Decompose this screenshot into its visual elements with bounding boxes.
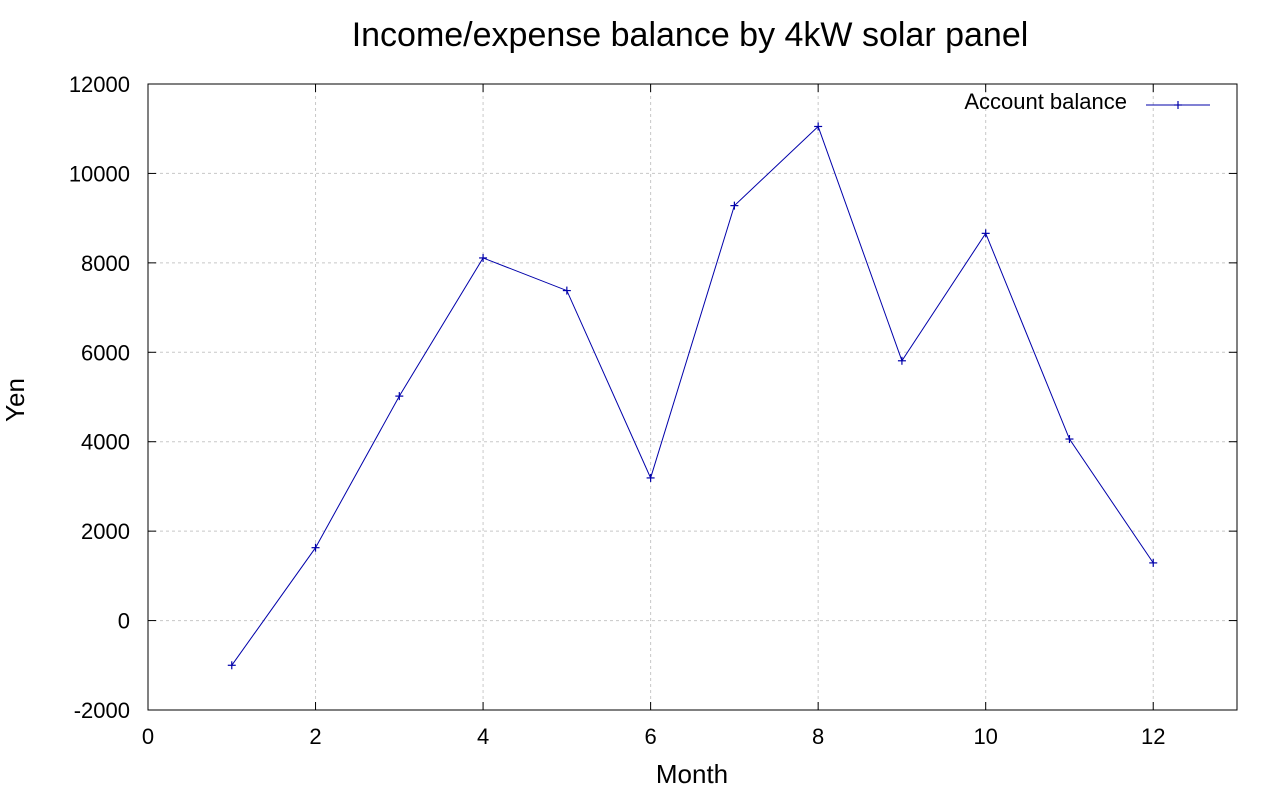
y-axis-label: Yen	[0, 378, 30, 422]
legend-point-marker	[1174, 101, 1182, 109]
x-tick-label: 4	[477, 724, 489, 749]
data-point	[479, 253, 488, 262]
data-point	[897, 356, 906, 365]
data-point	[395, 392, 404, 401]
data-point	[981, 229, 990, 238]
data-point	[646, 473, 655, 482]
y-tick-label: 12000	[69, 72, 130, 97]
x-tick-label: 0	[142, 724, 154, 749]
y-tick-label: 10000	[69, 161, 130, 186]
legend-label: Account balance	[964, 89, 1127, 114]
data-point	[814, 122, 823, 131]
plot-frame	[147, 83, 1238, 711]
x-tick-label: 10	[973, 724, 997, 749]
x-tick-label: 6	[644, 724, 656, 749]
data-point	[311, 543, 320, 552]
x-axis-label: Month	[656, 759, 728, 789]
y-tick-label: 8000	[81, 251, 130, 276]
series-line	[231, 125, 1154, 666]
data-point	[562, 286, 571, 295]
y-tick-label: 4000	[81, 430, 130, 455]
y-tick-label: -2000	[74, 698, 130, 723]
data-point	[730, 201, 739, 210]
legend: Account balance	[964, 89, 1210, 114]
y-tick-label: 6000	[81, 340, 130, 365]
x-tick-label: 8	[812, 724, 824, 749]
data-point	[1065, 435, 1074, 444]
x-tick-label: 12	[1141, 724, 1165, 749]
data-point	[1149, 558, 1158, 567]
y-tick-label: 2000	[81, 519, 130, 544]
ticks: 0 2 4 6 8 10 12 -2000 0 2000 4000 6000 8000 10000 1200…	[69, 72, 1237, 749]
grid	[148, 84, 1237, 710]
data-point	[227, 661, 236, 670]
chart-title: Income/expense balance by 4kW solar pane…	[352, 16, 1029, 54]
series-layer	[227, 122, 1158, 670]
y-tick-label: 0	[118, 609, 130, 634]
x-tick-label: 2	[309, 724, 321, 749]
